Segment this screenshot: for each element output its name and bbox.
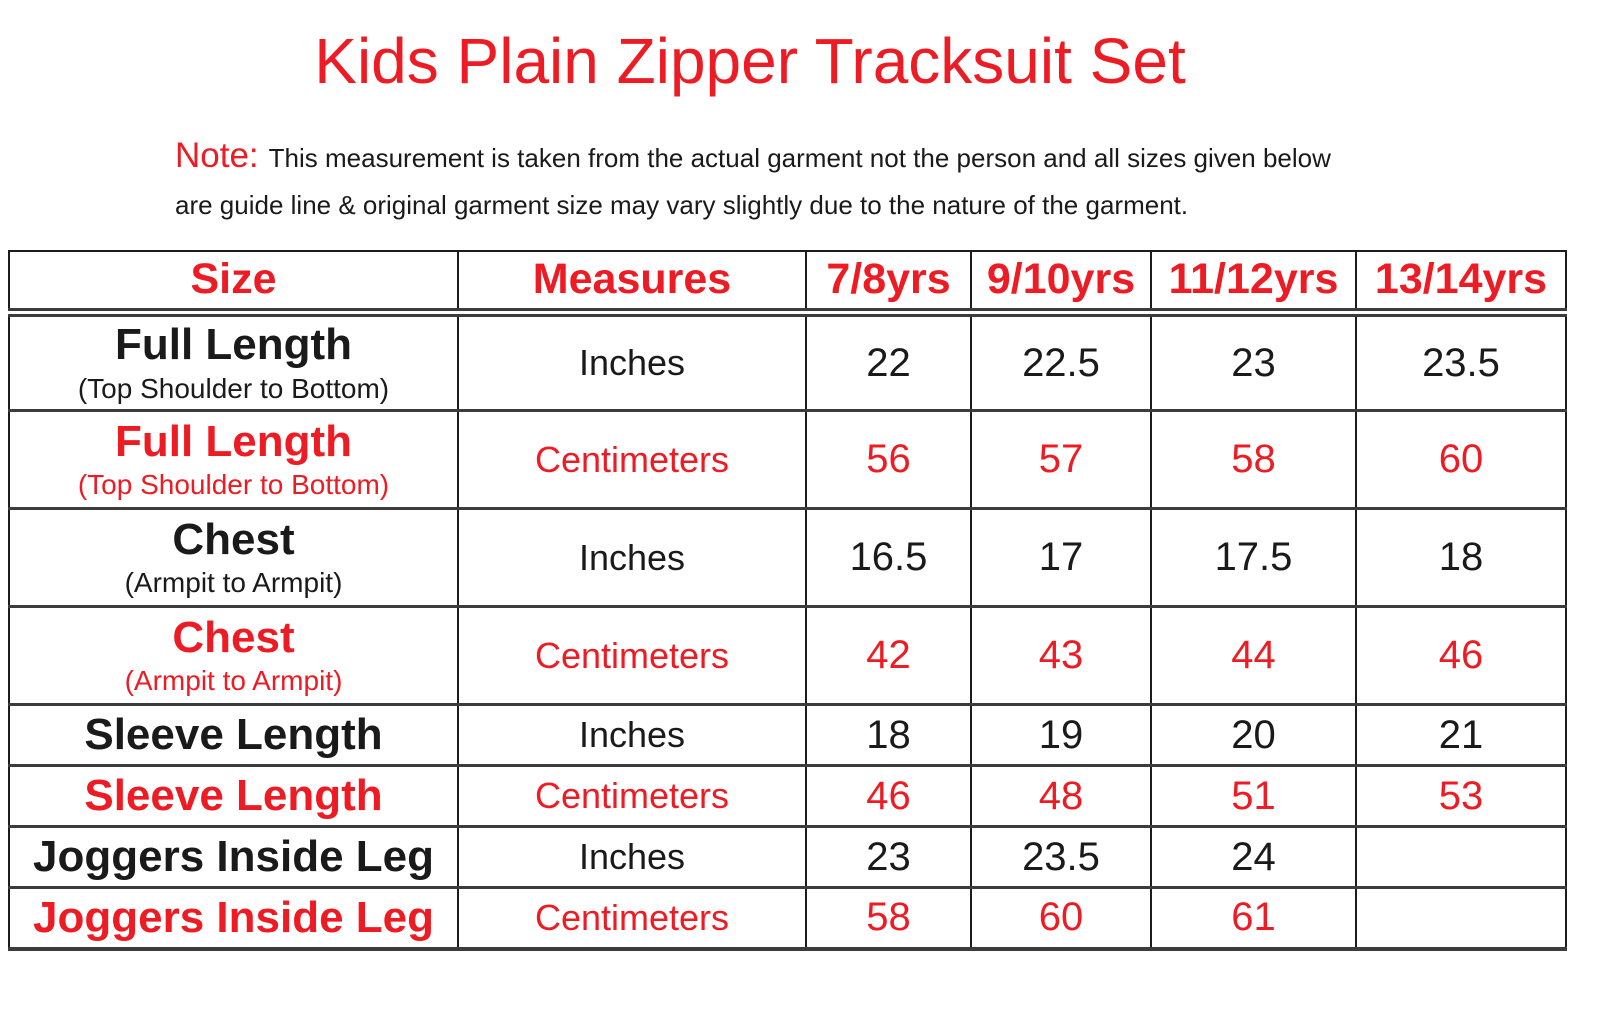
row-sublabel: (Armpit to Armpit) [124, 665, 343, 697]
value-cell: 23.5 [970, 826, 1152, 888]
value-cell: 20 [1150, 704, 1357, 766]
measure-cell: Centimeters [457, 606, 807, 705]
value-cell: 23.5 [1355, 312, 1567, 411]
value-cell: 60 [970, 887, 1152, 949]
value-cell: 42 [805, 606, 972, 705]
table-row-joggers-inside-leg-cm: Joggers Inside Leg Centimeters 58 60 61 [8, 887, 1567, 949]
header-11-12yrs: 11/12yrs [1150, 250, 1357, 318]
value-cell: 60 [1355, 410, 1567, 509]
row-label: Chest [172, 514, 295, 564]
page-title: Kids Plain Zipper Tracksuit Set [314, 25, 1186, 97]
table-row-chest-inches: Chest (Armpit to Armpit) Inches 16.5 17 … [8, 508, 1567, 607]
row-label: Chest [172, 612, 295, 662]
value-cell: 61 [1150, 887, 1357, 949]
value-cell: 23 [1150, 312, 1357, 411]
value-cell: 46 [805, 765, 972, 827]
value-cell: 24 [1150, 826, 1357, 888]
value-cell: 46 [1355, 606, 1567, 705]
value-cell: 18 [805, 704, 972, 766]
header-measures: Measures [457, 250, 807, 318]
row-sublabel: (Top Shoulder to Bottom) [77, 469, 390, 501]
value-cell: 44 [1150, 606, 1357, 705]
row-sublabel: (Armpit to Armpit) [124, 567, 343, 599]
measure-cell: Centimeters [457, 887, 807, 949]
value-cell: 17 [970, 508, 1152, 607]
value-cell: 57 [970, 410, 1152, 509]
value-cell: 48 [970, 765, 1152, 827]
measure-cell: Inches [457, 312, 807, 411]
row-label: Sleeve Length [84, 709, 383, 759]
value-cell [1355, 887, 1567, 949]
measure-cell: Inches [457, 508, 807, 607]
measure-cell: Centimeters [457, 765, 807, 827]
note-label: Note: [175, 135, 259, 175]
measure-cell: Inches [457, 704, 807, 766]
table-row-sleeve-length-inches: Sleeve Length Inches 18 19 20 21 [8, 704, 1567, 766]
value-cell: 58 [805, 887, 972, 949]
table-row-joggers-inside-leg-inches: Joggers Inside Leg Inches 23 23.5 24 [8, 826, 1567, 888]
header-7-8yrs: 7/8yrs [805, 250, 972, 318]
header-row: Size Measures 7/8yrs 9/10yrs 11/12yrs 13… [8, 250, 1567, 318]
value-cell: 19 [970, 704, 1152, 766]
row-label: Full Length [114, 416, 353, 466]
value-cell: 22.5 [970, 312, 1152, 411]
header-size: Size [8, 250, 459, 318]
row-sublabel: (Top Shoulder to Bottom) [77, 372, 390, 404]
value-cell: 18 [1355, 508, 1567, 607]
value-cell: 53 [1355, 765, 1567, 827]
measure-cell: Centimeters [457, 410, 807, 509]
table-row-full-length-cm: Full Length (Top Shoulder to Bottom) Cen… [8, 410, 1567, 509]
size-table: Size Measures 7/8yrs 9/10yrs 11/12yrs 13… [8, 249, 1567, 951]
value-cell: 56 [805, 410, 972, 509]
table-row-chest-cm: Chest (Armpit to Armpit) Centimeters 42 … [8, 606, 1567, 705]
row-label: Joggers Inside Leg [33, 831, 434, 881]
note-text-line1: This measurement is taken from the actua… [268, 142, 1331, 173]
header-13-14yrs: 13/14yrs [1355, 250, 1567, 318]
value-cell: 16.5 [805, 508, 972, 607]
value-cell: 23 [805, 826, 972, 888]
row-label: Full Length [114, 320, 353, 370]
row-label: Joggers Inside Leg [33, 892, 434, 942]
note-text-line2: are guide line & original garment size m… [175, 189, 1189, 220]
row-label: Sleeve Length [84, 770, 383, 820]
measure-cell: Inches [457, 826, 807, 888]
table-row-sleeve-length-cm: Sleeve Length Centimeters 46 48 51 53 [8, 765, 1567, 827]
table-row-full-length-inches: Full Length (Top Shoulder to Bottom) Inc… [8, 312, 1567, 411]
value-cell: 17.5 [1150, 508, 1357, 607]
value-cell: 22 [805, 312, 972, 411]
note: Note: This measurement is taken from the … [175, 132, 1415, 229]
value-cell [1355, 826, 1567, 888]
value-cell: 58 [1150, 410, 1357, 509]
value-cell: 51 [1150, 765, 1357, 827]
header-9-10yrs: 9/10yrs [970, 250, 1152, 318]
value-cell: 43 [970, 606, 1152, 705]
size-chart-page: Kids Plain Zipper Tracksuit Set Note: Thi… [0, 25, 1600, 1026]
value-cell: 21 [1355, 704, 1567, 766]
